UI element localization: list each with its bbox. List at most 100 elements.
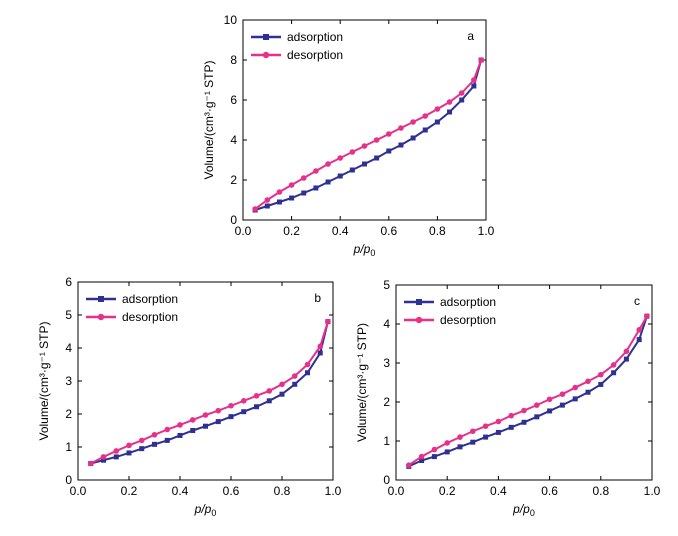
data-point-desorption xyxy=(253,393,260,399)
y-tick-label: 0 xyxy=(230,213,237,227)
data-point-adsorption xyxy=(289,195,295,201)
y-tick-label: 1 xyxy=(383,434,390,448)
data-point-adsorption xyxy=(305,370,310,376)
data-point-adsorption xyxy=(325,179,331,185)
data-point-desorption xyxy=(508,412,514,419)
data-point-adsorption xyxy=(190,428,196,433)
data-point-desorption xyxy=(431,446,438,453)
data-point-desorption xyxy=(177,422,183,428)
series-line-desorption xyxy=(90,321,329,465)
data-point-adsorption xyxy=(585,389,591,395)
data-point-desorption xyxy=(422,113,429,119)
y-tick-label: 2 xyxy=(383,395,390,409)
data-point-desorption xyxy=(444,440,451,446)
data-point-desorption xyxy=(457,434,463,440)
series-line-adsorption xyxy=(90,321,329,465)
data-point-adsorption xyxy=(470,439,476,445)
x-tick-label: 0.8 xyxy=(274,484,291,498)
panel-label: c xyxy=(634,294,640,308)
legend-entry-adsorption: adsorption xyxy=(86,292,178,306)
y-tick-label: 4 xyxy=(383,317,390,331)
legend-entry-adsorption: adsorption xyxy=(251,30,343,44)
series-line-desorption xyxy=(254,59,483,210)
x-axis-label: p/p0 xyxy=(194,502,217,518)
data-point-desorption xyxy=(100,454,107,460)
x-tick-label: 0.4 xyxy=(490,484,507,498)
data-point-desorption xyxy=(349,149,356,155)
data-point-adsorption xyxy=(457,444,463,450)
data-point-desorption xyxy=(585,378,591,385)
data-point-adsorption xyxy=(636,337,642,343)
series-adsorption xyxy=(88,319,331,466)
data-point-desorption xyxy=(304,361,311,368)
x-tick-label: 0.8 xyxy=(592,484,609,498)
data-point-adsorption xyxy=(203,423,208,429)
data-point-desorption xyxy=(572,384,578,391)
series-desorption xyxy=(87,318,331,467)
data-point-desorption xyxy=(325,161,331,167)
data-point-desorption xyxy=(113,448,120,454)
data-point-adsorption xyxy=(279,391,285,397)
data-point-desorption xyxy=(410,119,416,125)
y-tick-label: 3 xyxy=(65,374,72,388)
series-adsorption xyxy=(252,57,484,213)
data-point-desorption xyxy=(471,77,477,83)
data-point-desorption xyxy=(300,175,307,181)
data-point-adsorption xyxy=(241,409,247,415)
data-point-adsorption xyxy=(521,419,527,425)
x-tick-label: 0.2 xyxy=(283,224,300,238)
x-axis-label: p/p0 xyxy=(512,502,535,518)
data-point-desorption xyxy=(534,402,540,408)
y-axis-label: Volume/(cm³·g⁻¹ STP) xyxy=(355,323,369,442)
y-tick-label: 4 xyxy=(230,133,237,147)
y-axis-label: Volume/(cm³·g⁻¹ STP) xyxy=(37,321,51,440)
chart-panel-c: 0.0 0.2 0.4 0.6 0.8 1.0 0 1 2 3 4 5 p/p0 Volume/(cm³·… xyxy=(355,278,661,518)
data-point-desorption xyxy=(266,388,273,394)
data-point-adsorption xyxy=(483,434,489,440)
data-point-adsorption xyxy=(508,424,514,430)
data-point-desorption xyxy=(478,57,484,63)
data-point-adsorption xyxy=(471,83,477,89)
legend-entry-adsorption: adsorption xyxy=(404,295,496,309)
data-point-adsorption xyxy=(611,370,617,376)
data-point-desorption xyxy=(337,155,344,161)
data-point-adsorption xyxy=(113,454,119,460)
data-point-desorption xyxy=(546,396,553,403)
data-point-adsorption xyxy=(534,414,540,420)
x-tick-label: 0.2 xyxy=(121,484,138,498)
legend-entry-desorption: desorption xyxy=(251,48,343,62)
y-tick-label: 0 xyxy=(65,473,72,487)
x-tick-label: 0.0 xyxy=(70,484,87,498)
x-tick-label: 0.4 xyxy=(172,484,189,498)
data-point-adsorption xyxy=(266,398,272,404)
data-point-adsorption xyxy=(164,437,170,443)
data-point-desorption xyxy=(398,125,404,131)
data-point-adsorption xyxy=(228,414,234,420)
data-point-adsorption xyxy=(422,127,428,133)
x-tick-label: 0.2 xyxy=(439,484,456,498)
data-point-desorption xyxy=(458,90,465,96)
plot-frame xyxy=(242,19,487,221)
data-point-adsorption xyxy=(572,396,578,402)
data-point-adsorption xyxy=(362,161,367,167)
data-point-desorption xyxy=(470,428,476,435)
legend-swatch-marker xyxy=(415,316,423,324)
legend-swatch-marker xyxy=(97,313,105,321)
data-point-adsorption xyxy=(276,199,282,205)
y-tick-label: 2 xyxy=(230,173,237,187)
data-point-desorption xyxy=(288,182,295,188)
y-tick-label: 10 xyxy=(224,13,238,27)
data-point-desorption xyxy=(151,431,158,438)
x-tick-label: 0.6 xyxy=(223,484,240,498)
data-point-desorption xyxy=(521,407,527,414)
x-tick-label: 0.0 xyxy=(388,484,405,498)
data-point-adsorption xyxy=(447,109,453,115)
y-tick-label: 4 xyxy=(65,341,72,355)
data-point-desorption xyxy=(598,371,604,378)
data-point-desorption xyxy=(228,402,234,409)
data-point-desorption xyxy=(87,460,94,467)
data-point-adsorption xyxy=(152,441,157,447)
legend-swatch-marker xyxy=(263,34,269,40)
